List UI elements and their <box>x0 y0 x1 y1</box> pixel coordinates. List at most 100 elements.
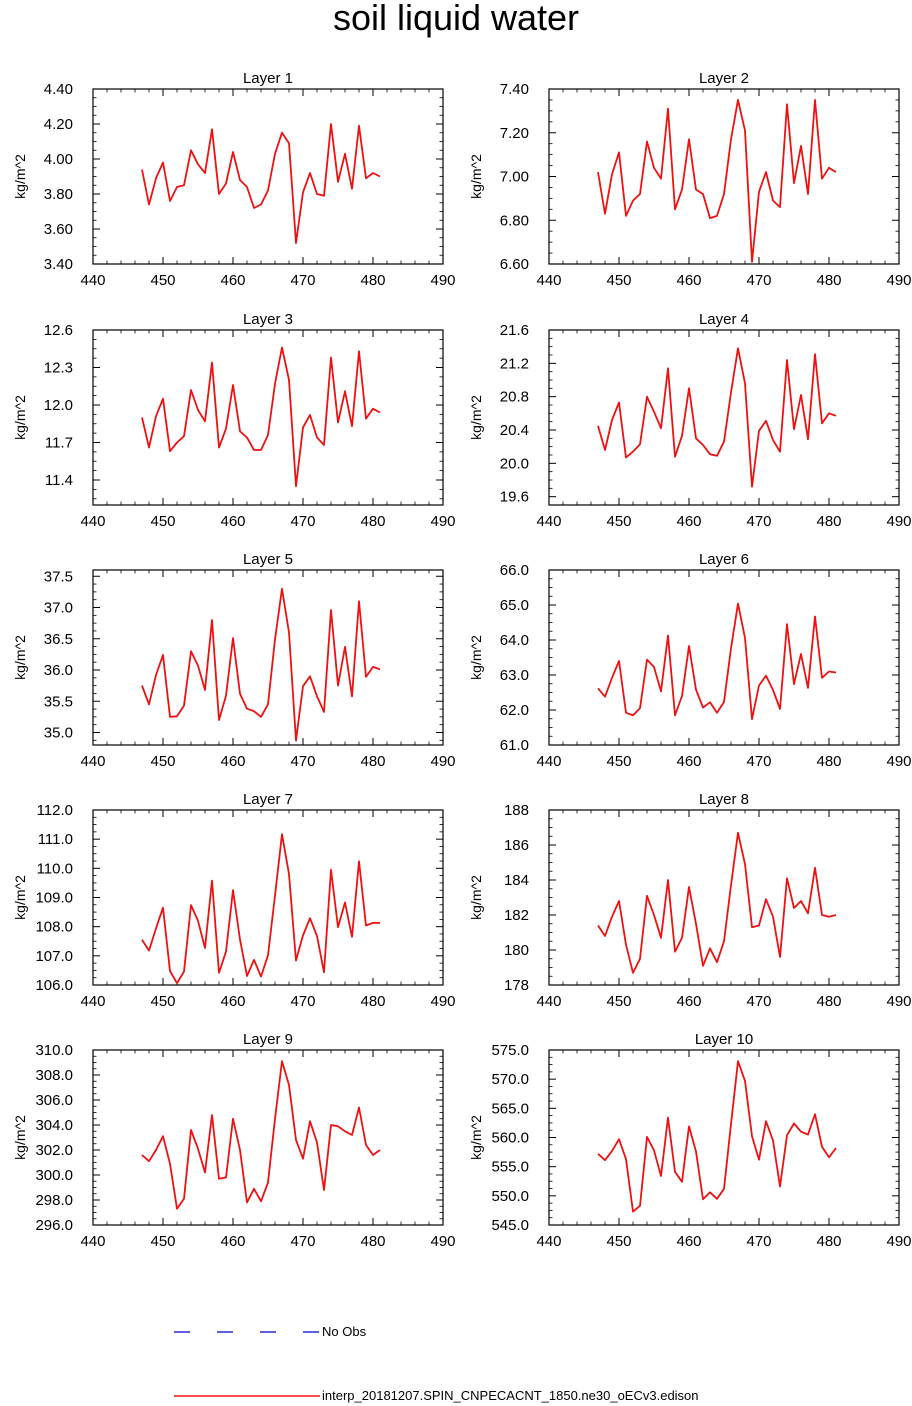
layer-8-ylabel: kg/m^2 <box>468 875 484 920</box>
layer-7-ytick-label-0: 106.0 <box>35 977 73 994</box>
layer-5-ytick-label-4: 37.0 <box>44 600 73 617</box>
layer-9-ytick-label-0: 296.0 <box>35 1217 73 1234</box>
layer-9-xtick-label-5: 490 <box>430 1233 455 1250</box>
layer-10-ytick-label-4: 565.0 <box>491 1100 529 1117</box>
layer-7-ytick-label-3: 109.0 <box>35 890 73 907</box>
layer-7-ylabel: kg/m^2 <box>12 875 28 920</box>
layer-4-xtick-label-3: 470 <box>746 513 771 530</box>
layer-3-ytick-label-2: 12.0 <box>44 397 73 414</box>
layer-5-ytick-label-5: 37.5 <box>44 568 73 585</box>
layer-4-xtick-label-5: 490 <box>886 513 911 530</box>
layer-9-xtick-label-1: 450 <box>150 1233 175 1250</box>
layer-7-ytick-label-1: 107.0 <box>35 948 73 965</box>
layer-3-title: Layer 3 <box>243 311 293 328</box>
layer-7-ytick-label-6: 112.0 <box>37 802 73 819</box>
layer-4-xtick-label-2: 460 <box>676 513 701 530</box>
layer-8-xtick-label-5: 490 <box>886 993 911 1010</box>
layer-2-xtick-label-0: 440 <box>536 272 561 289</box>
layer-2-ytick-label-3: 7.20 <box>500 125 529 142</box>
layer-6-ytick-label-3: 64.0 <box>500 632 529 649</box>
layer-6-series-line-0 <box>597 602 837 720</box>
layer-4-series-line-0 <box>597 347 837 488</box>
layer-1-ytick-label-4: 4.20 <box>44 116 73 133</box>
main-title: soil liquid water <box>332 0 580 38</box>
layer-2-ytick-label-0: 6.60 <box>500 256 529 273</box>
layer-3-ytick-label-1: 11.7 <box>45 435 73 452</box>
layer-7-xtick-label-2: 460 <box>220 993 245 1010</box>
layer-10-ytick-label-2: 555.0 <box>491 1159 529 1176</box>
layer-5-title: Layer 5 <box>243 551 293 568</box>
layer-4-frame <box>548 329 900 506</box>
layer-9-ytick-label-7: 310.0 <box>35 1042 73 1059</box>
layer-4-xtick-label-1: 450 <box>606 513 631 530</box>
layer-7-series-line-0 <box>141 833 380 985</box>
layer-4-title: Layer 4 <box>699 311 749 328</box>
layer-8-xtick-label-1: 450 <box>606 993 631 1010</box>
layer-3-ytick-label-0: 11.4 <box>45 472 73 489</box>
layer-6-ylabel: kg/m^2 <box>468 635 484 680</box>
layer-8-ytick-label-2: 182 <box>504 907 529 924</box>
layer-6-frame <box>548 569 900 746</box>
layer-8-xtick-label-0: 440 <box>536 993 561 1010</box>
layer-1-ytick-label-3: 4.00 <box>44 151 73 168</box>
layer-10-xtick-label-1: 450 <box>606 1233 631 1250</box>
legend-no-obs-swatch <box>174 1331 320 1333</box>
layer-5-ytick-label-2: 36.0 <box>44 662 73 679</box>
layer-6-xtick-label-5: 490 <box>886 753 911 770</box>
layer-7-xtick-label-3: 470 <box>290 993 315 1010</box>
layer-8-frame <box>548 809 900 986</box>
layer-5-ytick-label-0: 35.0 <box>44 725 73 742</box>
layer-3-ylabel: kg/m^2 <box>12 395 28 440</box>
layer-6-title: Layer 6 <box>699 551 749 568</box>
layer-10-title: Layer 10 <box>695 1031 753 1048</box>
layer-4-xtick-label-4: 480 <box>816 513 841 530</box>
layer-7-xtick-label-5: 490 <box>430 993 455 1010</box>
layer-1-xtick-label-2: 460 <box>220 272 245 289</box>
layer-9-xtick-label-2: 460 <box>220 1233 245 1250</box>
layer-3-xtick-label-4: 480 <box>360 513 385 530</box>
layer-1-frame <box>92 88 444 265</box>
layer-3-xtick-label-1: 450 <box>150 513 175 530</box>
layer-1-ytick-label-2: 3.80 <box>44 186 73 203</box>
layer-8-ytick-label-1: 180 <box>504 942 529 959</box>
layer-1-ylabel: kg/m^2 <box>12 154 28 199</box>
layer-10-ytick-label-1: 550.0 <box>491 1188 529 1205</box>
layer-7-ytick-label-2: 108.0 <box>35 919 73 936</box>
layer-9-title: Layer 9 <box>243 1031 293 1048</box>
layer-1-xtick-label-4: 480 <box>360 272 385 289</box>
layer-10-xtick-label-2: 460 <box>676 1233 701 1250</box>
layer-6-xtick-label-4: 480 <box>816 753 841 770</box>
layer-5-xtick-label-4: 480 <box>360 753 385 770</box>
layer-6-ytick-label-0: 61.0 <box>500 737 529 754</box>
layer-7-frame <box>92 809 444 986</box>
layer-1-xtick-label-3: 470 <box>290 272 315 289</box>
layer-9-frame <box>92 1049 444 1226</box>
layer-2-title: Layer 2 <box>699 70 749 87</box>
layer-4-ytick-label-3: 20.8 <box>500 389 529 406</box>
layer-3-frame <box>92 329 444 506</box>
layer-10-ytick-label-5: 570.0 <box>491 1071 529 1088</box>
layer-5-ytick-label-1: 35.5 <box>44 693 73 710</box>
layer-1-ytick-label-0: 3.40 <box>44 256 73 273</box>
layer-10-ylabel: kg/m^2 <box>468 1115 484 1160</box>
layer-7-title: Layer 7 <box>243 791 293 808</box>
layer-5-ylabel: kg/m^2 <box>12 635 28 680</box>
layer-3-ytick-label-3: 12.3 <box>44 360 73 377</box>
layer-1-xtick-label-5: 490 <box>430 272 455 289</box>
layer-10-ytick-label-6: 575.0 <box>491 1042 529 1059</box>
layer-2-ylabel: kg/m^2 <box>468 154 484 199</box>
layer-5-series-line-0 <box>141 587 381 742</box>
layer-9-ytick-label-2: 300.0 <box>35 1167 73 1184</box>
layer-9-series-line-0 <box>141 1060 381 1210</box>
layer-10-xtick-label-3: 470 <box>746 1233 771 1250</box>
layer-2-ytick-label-2: 7.00 <box>500 169 529 186</box>
layer-4-ylabel: kg/m^2 <box>468 395 484 440</box>
layer-6-xtick-label-0: 440 <box>536 753 561 770</box>
layer-8-ytick-label-3: 184 <box>504 872 529 889</box>
layer-8-xtick-label-2: 460 <box>676 993 701 1010</box>
legend-series-swatch <box>174 1395 320 1397</box>
layer-8-ytick-label-0: 178 <box>504 977 529 994</box>
layer-3-xtick-label-5: 490 <box>430 513 455 530</box>
layer-1-xtick-label-0: 440 <box>80 272 105 289</box>
layer-6-ytick-label-4: 65.0 <box>500 597 529 614</box>
